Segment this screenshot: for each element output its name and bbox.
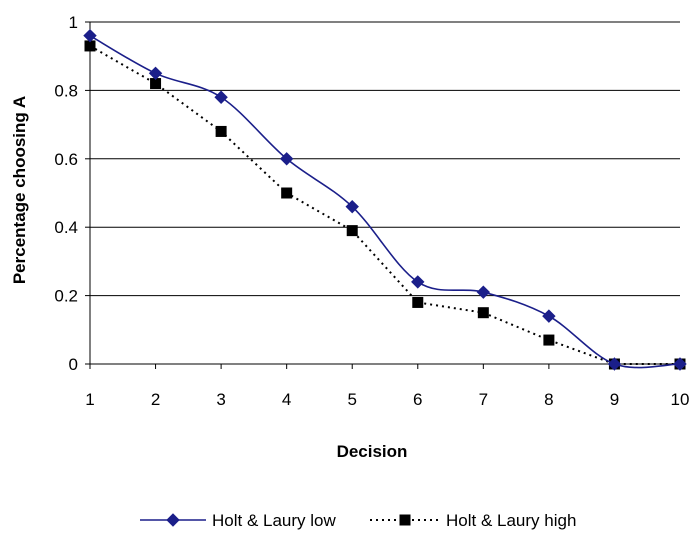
x-tick-labels: 1 2 3 4 5 6 7 8 9 10 [85,364,689,409]
y-tick-label: 0.4 [54,218,78,237]
series-line [89,34,681,369]
y-tick-label: 0.2 [54,287,78,306]
data-point [412,296,424,308]
data-point [346,225,358,237]
legend-item: Holt & Laury low [140,511,336,530]
x-tick-label: 8 [544,390,553,409]
x-axis-title: Decision [337,442,408,461]
legend: Holt & Laury low Holt & Laury high [140,511,576,530]
y-tick-label: 1 [69,13,78,32]
x-tick-label: 7 [479,390,488,409]
legend-label: Holt & Laury high [446,511,576,530]
data-point [148,66,163,81]
data-point [345,199,359,214]
y-tick-label: 0.8 [54,81,78,100]
data-point [281,187,293,199]
x-tick-label: 4 [282,390,291,409]
data-point [542,309,556,323]
x-tick-label: 2 [151,390,160,409]
data-point [476,285,491,299]
x-tick-label: 6 [413,390,422,409]
data-point [477,307,489,319]
y-tick-label: 0.6 [54,150,78,169]
series-low [83,28,687,371]
data-point [279,152,294,166]
data-point [215,125,227,137]
y-tick-labels: 0 0.2 0.4 0.6 0.8 1 [54,13,90,374]
data-point [83,28,97,43]
x-tick-label: 10 [671,390,690,409]
axes [89,22,680,365]
gridlines [90,21,680,297]
data-point [411,275,425,289]
legend-marker [399,514,411,526]
legend-marker [166,513,180,527]
data-point [214,90,228,104]
data-point [543,334,555,346]
series [83,28,687,371]
y-axis-title: Percentage choosing A [10,96,29,284]
y-tick-label: 0 [69,355,78,374]
x-tick-label: 5 [347,390,356,409]
x-tick-label: 3 [216,390,225,409]
legend-label: Holt & Laury low [212,511,336,530]
x-tick-label: 9 [610,390,619,409]
data-point [150,78,162,90]
x-tick-label: 1 [85,390,94,409]
data-point [84,40,96,52]
data-point [607,357,622,371]
data-point [673,357,687,371]
series-high [84,40,686,370]
legend-item: Holt & Laury high [370,511,576,530]
series-line [89,45,680,365]
